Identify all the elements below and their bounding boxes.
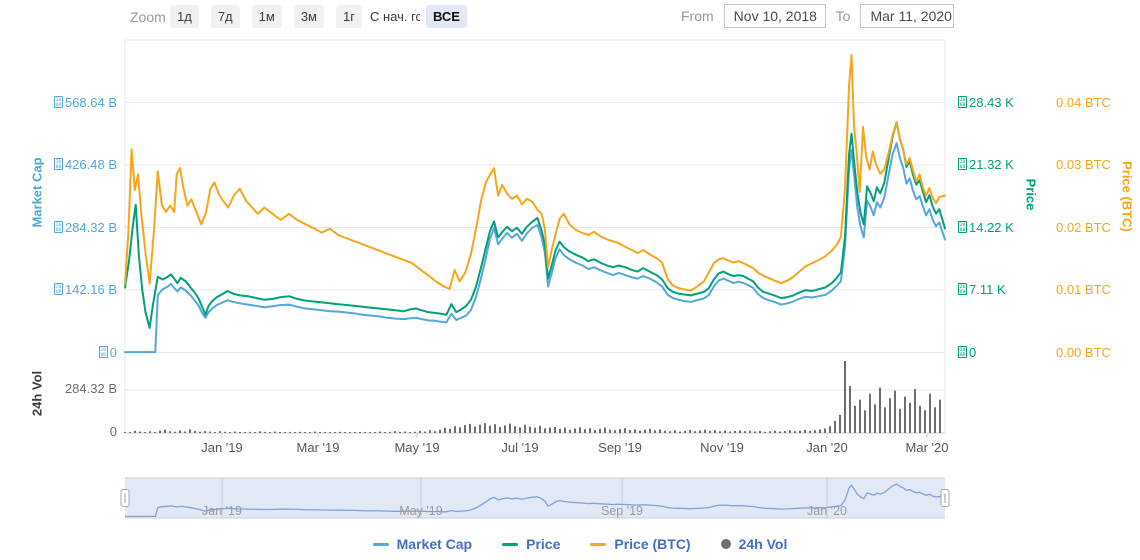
navigator-handle-left[interactable]	[120, 489, 130, 507]
price-btc-tick-label: 0.01 BTC	[1056, 282, 1111, 297]
price-axis-title: Price	[1023, 178, 1039, 211]
gridlines	[124, 39, 946, 434]
volume-tick-label: 0	[109, 424, 117, 439]
legend-item-price[interactable]: Price	[502, 536, 560, 552]
price-btc-tick-label: 0.00 BTC	[1056, 344, 1111, 360]
market-cap-tick-label: 142.16 B	[27, 282, 117, 298]
missing-glyph-box	[53, 158, 63, 170]
date-range-controls: From To	[681, 4, 955, 28]
x-axis-tick-label: Jan '20	[806, 440, 848, 455]
zoom-button-all[interactable]: ВСЕ	[425, 5, 467, 28]
from-date-input[interactable]	[723, 4, 826, 28]
x-axis-tick-label: Nov '19	[700, 440, 744, 455]
missing-glyph-box	[958, 95, 967, 108]
market-cap-line-swatch	[372, 542, 389, 546]
legend-label: 24h Vol	[738, 536, 788, 552]
to-date-input[interactable]	[860, 4, 955, 28]
zoom-button-1d[interactable]: 1д	[170, 5, 199, 28]
market-cap-line	[124, 142, 946, 354]
navigator-series-line	[125, 483, 946, 518]
zoom-range-buttons: 1д 7д 1м 3м 1г С нач. года ВСЕ	[170, 5, 467, 28]
price-line	[124, 121, 946, 329]
volume-tick-label: 284.32 B	[64, 381, 117, 396]
price-tick-label: 28.43 K	[958, 95, 1038, 111]
zoom-button-ytd[interactable]: С нач. года	[366, 5, 420, 28]
volume-dot-swatch	[720, 539, 731, 549]
price-tick-label: 0	[958, 345, 1038, 361]
price-btc-line-swatch	[590, 542, 607, 546]
legend-item-24h-vol[interactable]: 24h Vol	[720, 536, 788, 552]
price-btc-tick-label: 0.03 BTC	[1056, 157, 1111, 172]
missing-glyph-box	[53, 220, 63, 233]
x-axis-tick-label: Mar '20	[905, 440, 949, 455]
legend-label: Market Cap	[396, 536, 473, 552]
price-btc-line	[124, 54, 946, 292]
missing-glyph-box	[53, 95, 63, 108]
navigator-tick-label: Jan '19	[202, 504, 242, 518]
missing-glyph-box	[958, 220, 967, 233]
navigator-tick-label: May '19	[399, 504, 443, 518]
price-tick-label: 7.11 K	[958, 282, 1038, 298]
legend-label: Price	[526, 536, 561, 552]
to-label: To	[835, 8, 851, 24]
missing-glyph-box	[958, 345, 967, 358]
from-label: From	[681, 8, 714, 24]
navigator-range[interactable]	[125, 478, 945, 518]
price-tick-label: 14.22 K	[958, 220, 1038, 236]
x-axis-tick-label: Jan '19	[201, 440, 243, 455]
market-cap-tick-label: 426.48 B	[27, 157, 117, 173]
zoom-label: Zoom	[130, 9, 166, 25]
navigator-handle-right[interactable]	[940, 489, 950, 507]
market-cap-axis-title: Market Cap	[29, 157, 45, 228]
legend: Market Cap Price Price (BTC) 24h Vol	[0, 536, 1140, 552]
legend-item-market-cap[interactable]: Market Cap	[372, 536, 473, 552]
x-axis-tick-label: Jul '19	[501, 440, 539, 455]
x-axis-tick-label: Sep '19	[598, 440, 642, 455]
zoom-button-3m[interactable]: 3м	[293, 5, 324, 28]
navigator-tick-label: Jan '20	[807, 504, 847, 518]
zoom-button-1y[interactable]: 1г	[336, 5, 362, 28]
price-btc-axis-title: Price (BTC)	[1119, 161, 1135, 232]
legend-item-price-btc[interactable]: Price (BTC)	[590, 536, 691, 552]
missing-glyph-box	[98, 345, 108, 358]
market-cap-tick-label: 568.64 B	[27, 95, 117, 111]
market-cap-tick-label: 284.32 B	[27, 220, 117, 236]
x-axis-tick-label: Mar '19	[296, 440, 340, 455]
missing-glyph-box	[958, 283, 967, 295]
x-axis-tick-label: May '19	[394, 440, 440, 455]
market-cap-tick-label: 0	[27, 345, 117, 361]
zoom-button-7d[interactable]: 7д	[210, 5, 240, 28]
price-line-swatch	[502, 542, 519, 546]
navigator-tick-label: Sep '19	[600, 504, 643, 518]
volume-bars	[124, 361, 941, 433]
x-axis-ticks	[221, 433, 928, 438]
navigator	[120, 477, 950, 519]
price-btc-tick-label: 0.04 BTC	[1056, 94, 1111, 110]
price-tick-label: 21.32 K	[958, 157, 1038, 173]
missing-glyph-box	[958, 158, 967, 170]
zoom-button-1m[interactable]: 1м	[251, 5, 282, 28]
price-btc-tick-label: 0.02 BTC	[1056, 219, 1111, 235]
volume-axis-title: 24h Vol	[29, 370, 45, 417]
legend-label: Price (BTC)	[614, 536, 691, 552]
missing-glyph-box	[53, 283, 63, 295]
